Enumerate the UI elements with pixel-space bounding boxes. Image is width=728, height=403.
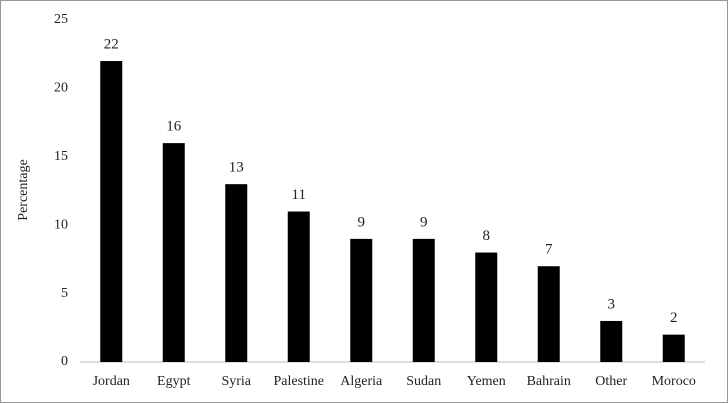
bar bbox=[100, 61, 123, 362]
data-label: 22 bbox=[104, 36, 119, 52]
x-tick-label: Bahrain bbox=[527, 374, 571, 389]
bar bbox=[537, 266, 560, 362]
bar bbox=[475, 252, 498, 362]
x-tick-label: Syria bbox=[221, 374, 251, 389]
y-axis-label: Percentage bbox=[16, 159, 31, 220]
x-tick-label: Jordan bbox=[93, 374, 130, 389]
x-tick-label: Moroco bbox=[652, 374, 696, 389]
y-tick-label: 0 bbox=[61, 354, 68, 369]
bar bbox=[412, 238, 435, 362]
y-tick-label: 10 bbox=[54, 217, 68, 232]
data-label: 2 bbox=[670, 310, 678, 326]
data-label: 16 bbox=[166, 119, 182, 135]
data-label: 7 bbox=[545, 242, 553, 258]
bar bbox=[225, 184, 248, 362]
bar bbox=[162, 143, 185, 362]
data-label: 9 bbox=[358, 214, 366, 230]
y-tick-label: 5 bbox=[61, 286, 68, 301]
bar bbox=[600, 320, 623, 362]
bar bbox=[350, 238, 373, 362]
data-label: 13 bbox=[229, 160, 244, 176]
y-tick-label: 15 bbox=[54, 149, 68, 164]
bar bbox=[287, 211, 310, 362]
data-label: 3 bbox=[608, 296, 616, 312]
x-tick-label: Palestine bbox=[273, 374, 324, 389]
x-tick-label: Egypt bbox=[157, 374, 191, 389]
y-tick-label: 25 bbox=[54, 12, 68, 27]
x-tick-label: Other bbox=[595, 374, 627, 389]
data-label: 9 bbox=[420, 214, 428, 230]
y-tick-label: 20 bbox=[54, 81, 68, 96]
x-tick-label: Sudan bbox=[406, 374, 441, 389]
bar bbox=[662, 334, 685, 362]
x-tick-label: Yemen bbox=[467, 374, 506, 389]
x-tick-label: Algeria bbox=[340, 374, 383, 389]
data-label: 8 bbox=[483, 228, 491, 244]
data-label: 11 bbox=[292, 187, 306, 203]
